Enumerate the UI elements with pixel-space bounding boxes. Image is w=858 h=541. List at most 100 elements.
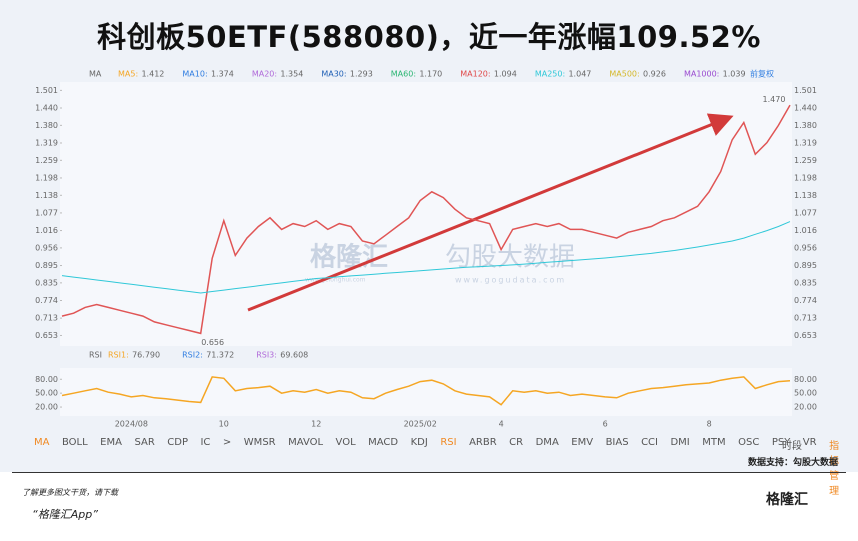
toolbar-item[interactable]: DMI (670, 437, 690, 448)
legend-colon: : (637, 70, 640, 79)
legend-colon: : (488, 70, 491, 79)
y-tick-label: 0.713 (794, 314, 817, 323)
toolbar-item[interactable]: VOL (335, 437, 356, 448)
footer-text: 了解更多图文干货，请下载 (22, 488, 118, 497)
legend-colon: : (135, 70, 138, 79)
toolbar-item[interactable]: > (222, 437, 232, 448)
legend-name: MA500 (609, 70, 637, 79)
toolbar-item[interactable]: 时段 (782, 441, 802, 452)
toolbar-item[interactable]: RSI (440, 437, 457, 448)
y-tick-label: 0.956 (35, 243, 58, 252)
series-line (61, 104, 791, 335)
price-panel (60, 82, 792, 346)
legend-name: MA5 (118, 70, 135, 79)
toolbar-item[interactable]: DMA (535, 437, 559, 448)
legend-value: 1.412 (141, 70, 164, 79)
y-tick-label: 0.895 (35, 261, 58, 270)
y-tick-label: 1.138 (35, 191, 58, 200)
y-tick-label: 1.319 (35, 138, 58, 147)
toolbar-item[interactable]: WMSR (243, 437, 276, 448)
extreme-label: 1.470 (763, 95, 786, 104)
legend-colon: : (200, 351, 203, 360)
x-tick-label: 4 (499, 420, 504, 429)
legend-colon: : (274, 351, 277, 360)
legend-name: MA10 (182, 70, 205, 79)
y-tick-label: 1.016 (35, 226, 58, 235)
y-tick-label: 1.380 (794, 121, 817, 130)
legend-name: RSI2 (182, 351, 200, 360)
toolbar-item[interactable]: ARBR (469, 437, 497, 448)
y-tick-label: 1.138 (794, 191, 817, 200)
legend-value: 1.374 (211, 70, 234, 79)
y-tick-label: 20.00 (35, 403, 58, 412)
series-line (61, 221, 791, 294)
toolbar-item[interactable]: IC (200, 437, 211, 448)
toolbar-item[interactable]: MACD (368, 437, 399, 448)
toolbar-item[interactable]: OSC (738, 437, 760, 448)
watermark: 勾股大数据 (445, 243, 575, 273)
watermark: www.gogudata.com (455, 276, 566, 285)
y-tick-label: 1.319 (794, 138, 817, 147)
toolbar-item[interactable]: MTM (702, 437, 726, 448)
legend-colon: : (205, 70, 208, 79)
toolbar-item[interactable]: CDP (167, 437, 188, 448)
legend-value: 1.039 (723, 70, 746, 79)
toolbar-item[interactable]: BOLL (61, 437, 88, 448)
logo: 格隆汇 (766, 492, 808, 508)
legend-value: 71.372 (206, 351, 234, 360)
toolbar-item[interactable]: MA (34, 437, 50, 448)
toolbar-item[interactable]: KDJ (410, 437, 428, 448)
legend-name: RSI3 (256, 351, 274, 360)
toolbar-item[interactable]: EMV (571, 437, 594, 448)
legend-name: MA20 (252, 70, 275, 79)
toolbar-item[interactable]: CR (509, 437, 524, 448)
legend-value: 76.790 (132, 351, 160, 360)
y-tick-label: 0.956 (794, 243, 817, 252)
toolbar-item[interactable]: 指标管理 (829, 441, 840, 497)
y-tick-label: 1.198 (794, 173, 817, 182)
watermark: 格隆汇 (310, 242, 388, 273)
toolbar-item[interactable]: EMA (100, 437, 122, 448)
y-tick-label: 80.00 (35, 375, 58, 384)
y-tick-label: 1.259 (35, 156, 58, 165)
y-tick-label: 50.00 (35, 389, 58, 398)
x-tick-label: 8 (707, 420, 712, 429)
toolbar-item[interactable]: SAR (134, 437, 155, 448)
legend-value: 0.926 (643, 70, 666, 79)
adjust[interactable]: 前复权 (750, 69, 774, 79)
legend-colon: : (126, 351, 129, 360)
title: 科创板50ETF(588080)，近一年涨幅109.52% (97, 20, 761, 54)
legend-name: RSI1 (108, 351, 126, 360)
legend-name: MA250 (535, 70, 563, 79)
x-tick-label: 2024/08 (115, 420, 148, 429)
legend-colon: : (413, 70, 416, 79)
support: 数据支持：勾股大数据 (747, 458, 838, 468)
x-tick-label: 6 (603, 420, 608, 429)
y-tick-label: 50.00 (794, 389, 817, 398)
series-line (61, 376, 791, 406)
extreme-label: 0.656 (201, 338, 224, 347)
y-tick-label: 1.440 (35, 104, 58, 113)
x-tick-label: 2025/02 (404, 420, 437, 429)
x-tick-label: 10 (219, 420, 229, 429)
y-tick-label: 0.713 (35, 314, 58, 323)
toolbar-item[interactable]: BIAS (605, 437, 629, 448)
y-tick-label: 0.835 (35, 278, 58, 287)
y-tick-label: 0.774 (794, 296, 817, 305)
legend-value: 69.608 (280, 351, 308, 360)
y-tick-label: 0.653 (794, 331, 817, 340)
y-tick-label: 1.501 (35, 86, 58, 95)
toolbar-item[interactable]: CCI (641, 437, 658, 448)
toolbar-item[interactable]: MAVOL (288, 437, 324, 448)
legend-value: 1.293 (350, 70, 373, 79)
toolbar-item[interactable]: VR (802, 437, 817, 448)
footer-text: “格隆汇App” (32, 508, 98, 521)
toolbar-item[interactable]: PSY (771, 437, 791, 448)
legend-colon: : (717, 70, 720, 79)
y-tick-label: 1.077 (794, 208, 817, 217)
y-tick-label: 80.00 (794, 375, 817, 384)
y-tick-label: 0.895 (794, 261, 817, 270)
y-tick-label: 0.774 (35, 296, 58, 305)
y-tick-label: 1.016 (794, 226, 817, 235)
